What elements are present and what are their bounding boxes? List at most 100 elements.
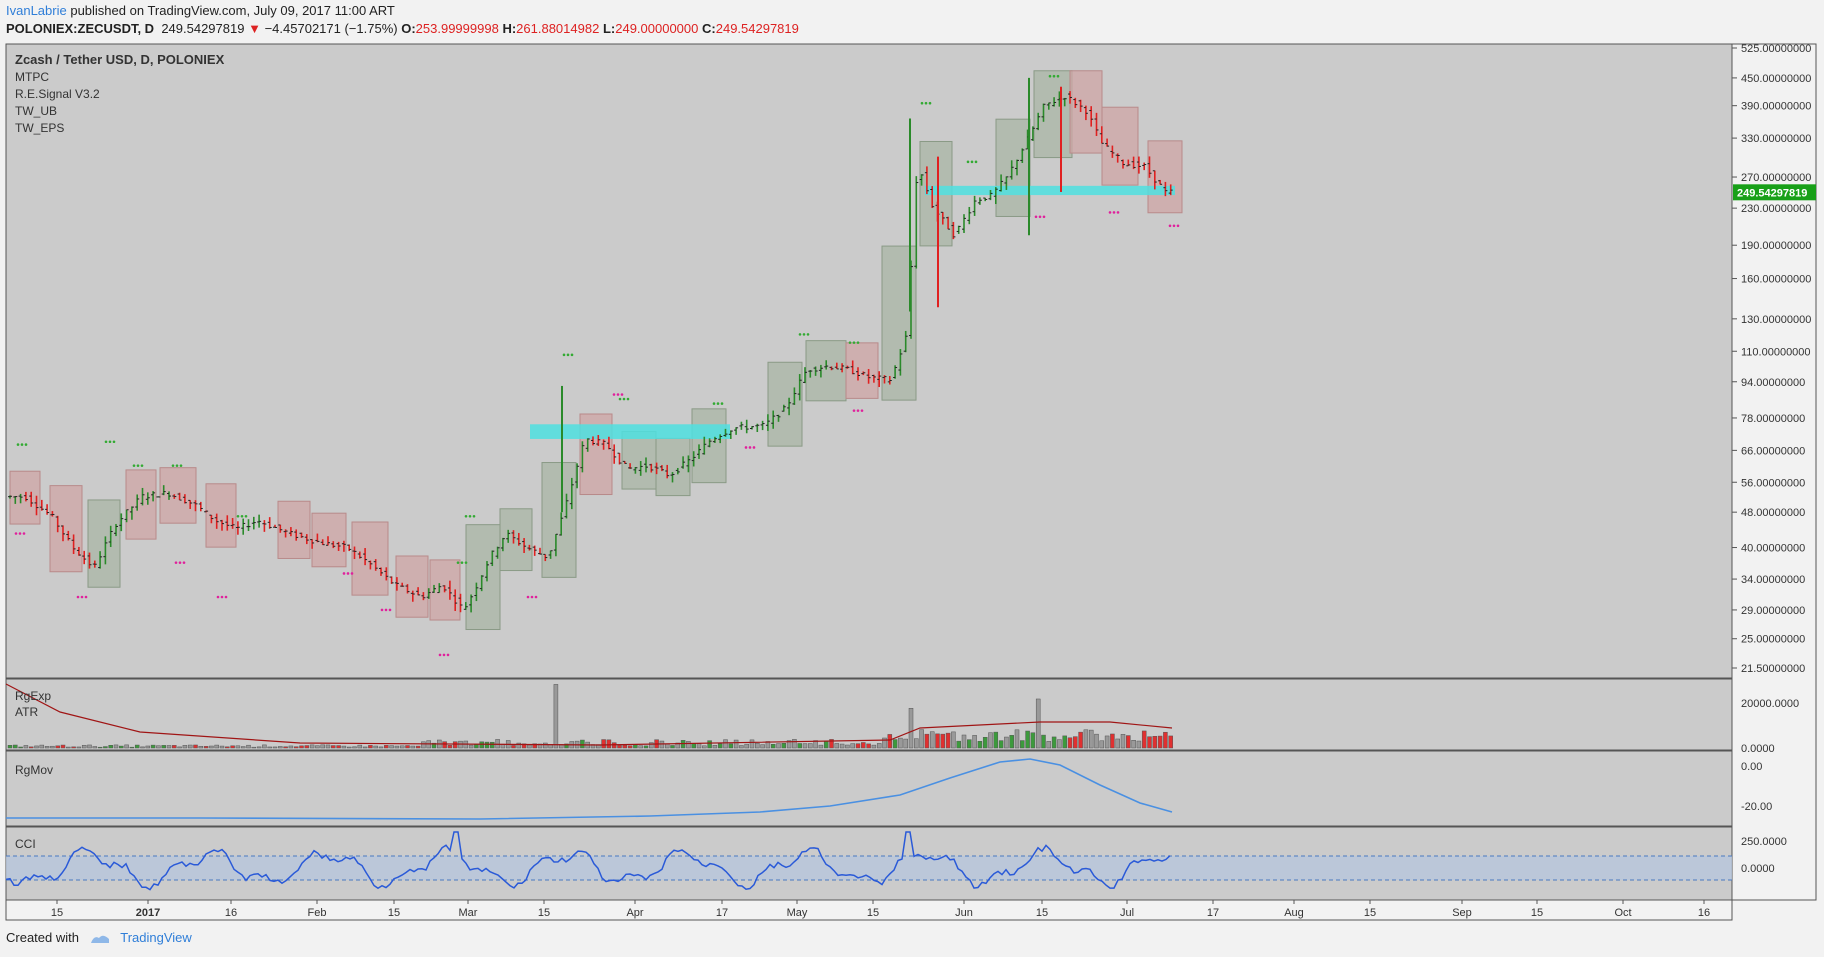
signal-dot	[526, 595, 530, 599]
volume-bar	[161, 745, 166, 749]
volume-bar	[707, 740, 712, 749]
volume-bar	[283, 746, 288, 749]
signal-box	[351, 521, 389, 596]
price-tick-label: 230.00000000	[1741, 203, 1811, 215]
volume-bar	[903, 738, 908, 749]
tradingview-link[interactable]: TradingView	[120, 930, 192, 945]
volume-bar	[1073, 736, 1078, 749]
price-tick-label: 390.00000000	[1741, 101, 1811, 113]
signal-dot	[966, 160, 970, 164]
volume-bar	[452, 741, 458, 749]
indicator-label: MTPC	[15, 70, 49, 84]
time-tick-label: 15	[1531, 907, 1543, 919]
volume-bar	[1131, 740, 1136, 749]
volume-bar	[495, 739, 500, 749]
signal-dot	[1116, 211, 1120, 214]
volume-bar	[633, 744, 638, 749]
signal-dot	[1168, 224, 1172, 228]
rgmov-pane-label: RgMov	[15, 763, 53, 777]
last-price-label: 249.54297819	[1737, 187, 1807, 199]
volume-bar	[1126, 735, 1131, 749]
volume-bar	[818, 744, 824, 749]
signal-dot	[712, 402, 716, 405]
low-label: L:	[602, 21, 616, 36]
price-tick-label: 48.00000000	[1741, 507, 1805, 519]
volume-bar	[235, 745, 241, 749]
signal-dot	[346, 572, 350, 575]
signal-dot	[928, 101, 932, 105]
volume-bar	[527, 744, 532, 749]
volume-bar	[1152, 736, 1158, 749]
volume-bar	[749, 739, 755, 749]
volume-bar	[129, 746, 135, 749]
volume-bar	[325, 744, 331, 749]
signal-dot	[530, 595, 534, 599]
signal-dot	[748, 446, 752, 449]
cci-line	[5, 831, 1171, 891]
volume-bar	[76, 746, 82, 749]
volume-bar	[87, 744, 92, 749]
volume-bar	[951, 731, 956, 749]
volume-bar	[214, 744, 219, 749]
volume-bar	[543, 742, 548, 749]
volume-bar	[309, 744, 315, 749]
volume-bar	[113, 744, 119, 749]
current-price: 249.54297819	[161, 21, 245, 36]
signal-box	[621, 431, 657, 490]
signal-dot	[112, 440, 116, 444]
volume-bar	[352, 746, 357, 749]
volume-bar	[55, 745, 60, 749]
signal-dot	[104, 440, 108, 444]
signal-dot	[626, 397, 630, 401]
signal-box	[995, 118, 1031, 217]
volume-bar	[781, 742, 787, 749]
price-tick-label: 190.00000000	[1741, 240, 1811, 252]
price-tick-label: 21.50000000	[1741, 663, 1805, 675]
signal-box	[767, 361, 803, 447]
volume-bar	[156, 745, 161, 749]
volume-bar	[145, 745, 151, 749]
volume-bar	[908, 708, 914, 749]
volume-bar	[929, 731, 935, 749]
price-tick-label: 525.00000000	[1741, 43, 1811, 55]
author-link[interactable]: IvanLabrie	[6, 3, 67, 18]
volume-bar	[262, 744, 267, 749]
volume-bar	[336, 745, 341, 749]
signal-box	[845, 342, 879, 399]
price-tick-label: 40.00000000	[1741, 543, 1805, 555]
volume-bar	[315, 745, 320, 749]
volume-bar	[209, 745, 214, 749]
volume-bar	[993, 731, 999, 749]
volume-bar	[887, 734, 893, 749]
signal-dot	[1108, 211, 1112, 214]
volume-bar	[765, 741, 771, 749]
volume-bar	[532, 743, 537, 749]
volume-bar	[882, 737, 887, 749]
signal-dot	[224, 595, 228, 599]
signal-dot	[108, 440, 112, 444]
signal-dot	[24, 443, 28, 446]
signal-box	[465, 524, 501, 631]
volume-bar	[299, 745, 304, 749]
volume-bar	[1020, 740, 1025, 749]
price-tick-label: 130.00000000	[1741, 314, 1811, 326]
volume-bar	[982, 737, 988, 749]
signal-dot	[1176, 224, 1180, 228]
volume-bar	[1046, 741, 1052, 749]
signal-dot	[236, 514, 240, 518]
atr-line	[5, 683, 1173, 746]
volume-bar	[823, 740, 829, 749]
volume-bar	[368, 745, 373, 749]
signal-dot	[1172, 224, 1176, 228]
volume-bar	[177, 746, 182, 749]
cci-tick-label: 250.0000	[1741, 836, 1787, 848]
volume-bar	[431, 742, 437, 749]
volume-bar	[866, 743, 871, 749]
volume-bar	[484, 741, 490, 749]
last-price-tag	[1733, 184, 1816, 201]
signal-box	[805, 340, 847, 402]
close-value: 249.54297819	[715, 21, 799, 36]
volume-bar	[1168, 735, 1173, 749]
support-zone	[925, 185, 1175, 196]
